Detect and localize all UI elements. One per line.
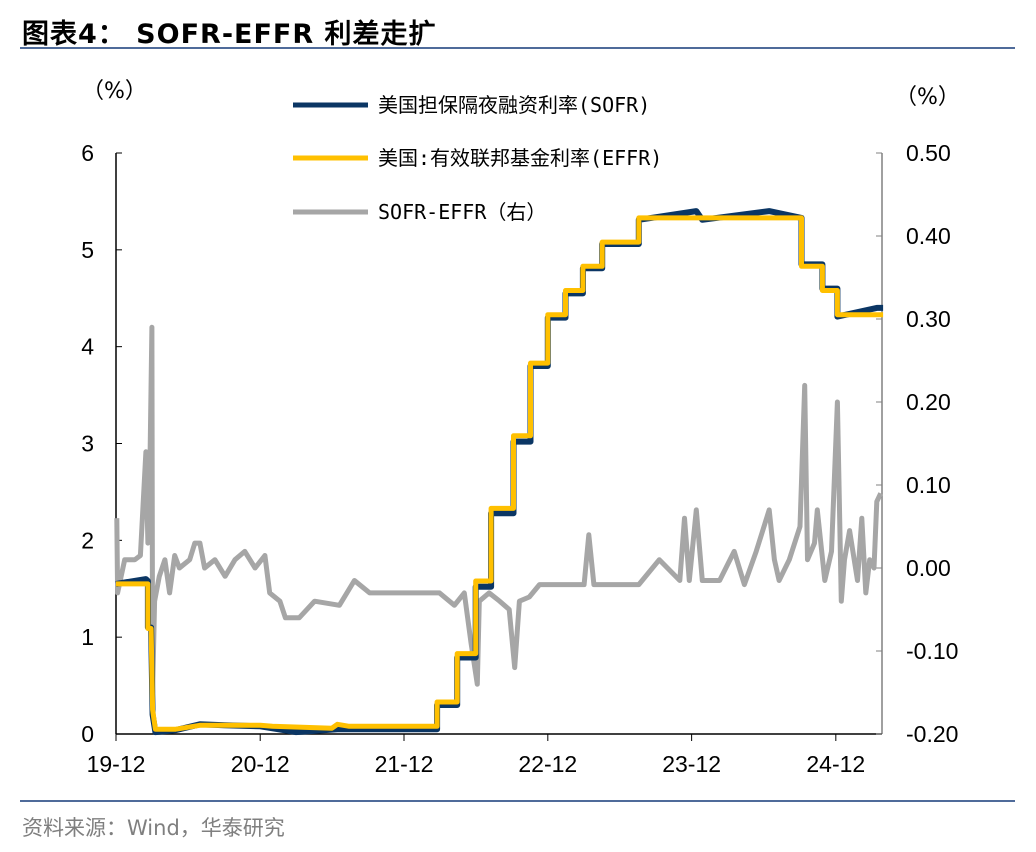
right-tick-label: -0.20 bbox=[906, 721, 958, 747]
right-tick-label: 0.00 bbox=[906, 555, 951, 581]
legend-label: 美国担保隔夜融资利率(SOFR) bbox=[378, 93, 650, 117]
axes: 0 1 2 3 4 5 6 -0.20 -0.10 0.00 0.10 0.20 0.30 0.40 0.5… bbox=[81, 140, 958, 777]
x-tick-label: 22-12 bbox=[518, 751, 577, 777]
x-tick-label: 23-12 bbox=[662, 751, 721, 777]
left-tick-label: 0 bbox=[81, 721, 94, 747]
sofr-line bbox=[115, 208, 884, 736]
spread-line bbox=[114, 324, 883, 695]
chart-title: 图表4： SOFR-EFFR 利差走扩 bbox=[22, 19, 437, 50]
legend: 美国担保隔夜融资利率(SOFR) 美国:有效联邦基金利率(EFFR) SOFR-EF… bbox=[293, 93, 662, 224]
left-tick-label: 3 bbox=[81, 431, 94, 457]
left-tick-label: 5 bbox=[81, 237, 94, 263]
left-tick-label: 6 bbox=[81, 140, 94, 166]
legend-label: 美国:有效联邦基金利率(EFFR) bbox=[378, 146, 662, 170]
right-tick-label: 0.10 bbox=[906, 472, 951, 498]
right-axis-unit: （%） bbox=[895, 85, 960, 110]
right-tick-label: 0.40 bbox=[906, 223, 951, 249]
right-tick-label: -0.10 bbox=[906, 638, 958, 664]
left-tick-label: 4 bbox=[81, 334, 94, 360]
x-tick-label: 20-12 bbox=[231, 751, 290, 777]
left-axis-unit: （%） bbox=[82, 79, 147, 104]
left-tick-label: 2 bbox=[81, 527, 94, 553]
legend-label: SOFR-EFFR（右） bbox=[378, 200, 546, 224]
right-tick-label: 0.20 bbox=[906, 389, 951, 415]
source-note: 资料来源：Wind，华泰研究 bbox=[22, 816, 285, 840]
right-tick-label: 0.50 bbox=[906, 140, 951, 166]
x-tick-label: 21-12 bbox=[375, 751, 434, 777]
left-tick-label: 1 bbox=[81, 624, 94, 650]
title-divider bbox=[20, 47, 1015, 49]
right-tick-label: 0.30 bbox=[906, 306, 951, 332]
x-tick-label: 24-12 bbox=[806, 751, 865, 777]
footer-divider bbox=[20, 800, 1015, 802]
effr-line bbox=[116, 215, 884, 732]
x-tick-label: 19-12 bbox=[87, 751, 146, 777]
series-lines bbox=[114, 208, 884, 736]
